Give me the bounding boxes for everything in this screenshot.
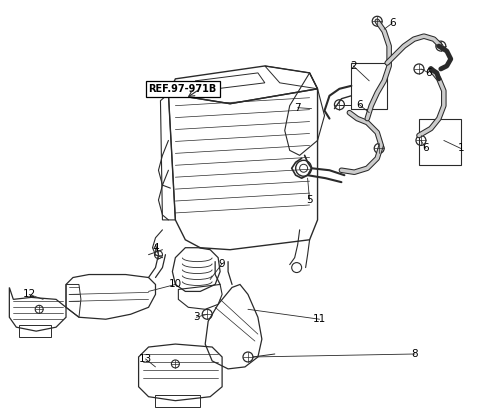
Text: 13: 13 — [139, 354, 152, 364]
Text: 12: 12 — [23, 289, 36, 299]
Text: REF.97-971B: REF.97-971B — [148, 84, 217, 94]
Text: 6: 6 — [389, 18, 396, 28]
Text: 6: 6 — [356, 100, 362, 110]
Text: 9: 9 — [219, 259, 226, 269]
Text: 2: 2 — [350, 61, 357, 71]
Text: 7: 7 — [294, 103, 301, 113]
Text: 11: 11 — [313, 314, 326, 324]
Text: 1: 1 — [457, 143, 464, 153]
Text: 4: 4 — [152, 243, 159, 253]
Text: 8: 8 — [412, 349, 418, 359]
Text: 10: 10 — [169, 279, 182, 289]
Text: 6: 6 — [426, 68, 432, 78]
Text: 5: 5 — [306, 195, 313, 205]
Text: 6: 6 — [422, 143, 429, 153]
Text: 3: 3 — [193, 312, 200, 322]
